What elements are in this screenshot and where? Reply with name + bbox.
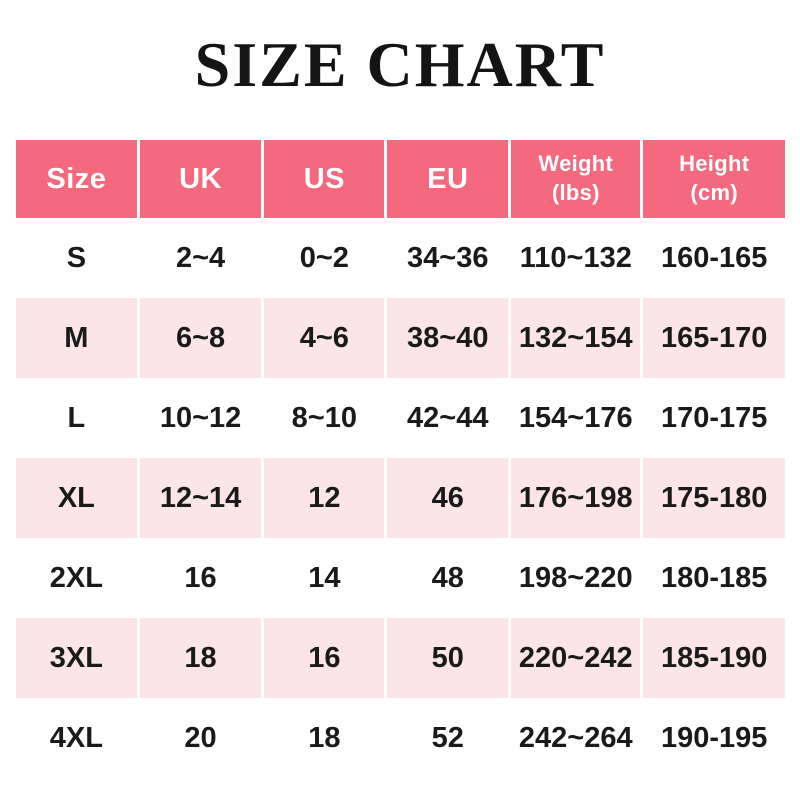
cell-weight: 154~176 (509, 378, 644, 458)
cell-height: 160-165 (641, 218, 785, 298)
header-cell-weight: Weight (lbs) (509, 140, 644, 218)
cell-us: 0~2 (262, 218, 388, 298)
header-unit: (cm) (690, 180, 739, 205)
cell-us: 8~10 (262, 378, 388, 458)
cell-height: 165-170 (641, 298, 785, 378)
cell-size: 3XL (16, 618, 140, 698)
cell-us: 4~6 (262, 298, 388, 378)
cell-height: 175-180 (641, 458, 785, 538)
cell-uk: 18 (138, 618, 265, 698)
cell-weight: 176~198 (509, 458, 644, 538)
table-row-l: L 10~12 8~10 42~44 154~176 170-175 (16, 378, 785, 458)
cell-height: 170-175 (641, 378, 785, 458)
cell-uk: 6~8 (138, 298, 265, 378)
size-table-header: Size UK US EU Weight (lbs) Height (cm) (16, 140, 785, 218)
cell-weight: 242~264 (509, 698, 644, 778)
cell-weight: 110~132 (509, 218, 644, 298)
cell-uk: 20 (138, 698, 265, 778)
cell-uk: 12~14 (138, 458, 265, 538)
table-row-2xl: 2XL 16 14 48 198~220 180-185 (16, 538, 785, 618)
size-table-body: S 2~4 0~2 34~36 110~132 160-165 M 6~8 4~… (16, 218, 785, 778)
header-label: Height (679, 151, 750, 177)
header-cell-us: US (262, 140, 388, 218)
page-title: SIZE CHART (194, 29, 606, 100)
header-label: UK (179, 162, 222, 195)
cell-uk: 16 (138, 538, 265, 618)
cell-uk: 10~12 (138, 378, 265, 458)
table-row-s: S 2~4 0~2 34~36 110~132 160-165 (16, 218, 785, 298)
cell-eu: 48 (385, 538, 512, 618)
cell-weight: 132~154 (509, 298, 644, 378)
table-row-4xl: 4XL 20 18 52 242~264 190-195 (16, 698, 785, 778)
header-cell-size: Size (16, 140, 140, 218)
cell-eu: 42~44 (385, 378, 512, 458)
header-label: Weight (538, 151, 614, 177)
cell-height: 190-195 (641, 698, 785, 778)
cell-eu: 38~40 (385, 298, 512, 378)
cell-weight: 198~220 (509, 538, 644, 618)
cell-us: 12 (262, 458, 388, 538)
size-table: Size UK US EU Weight (lbs) Height (cm) (16, 140, 785, 778)
table-row-m: M 6~8 4~6 38~40 132~154 165-170 (16, 298, 785, 378)
cell-size: L (16, 378, 140, 458)
header-cell-height: Height (cm) (641, 140, 785, 218)
cell-size: 4XL (16, 698, 140, 778)
cell-uk: 2~4 (138, 218, 265, 298)
header-cell-uk: UK (138, 140, 265, 218)
cell-size: XL (16, 458, 140, 538)
header-cell-eu: EU (385, 140, 512, 218)
cell-us: 18 (262, 698, 388, 778)
cell-us: 14 (262, 538, 388, 618)
cell-eu: 50 (385, 618, 512, 698)
size-table-container: Size UK US EU Weight (lbs) Height (cm) (16, 140, 785, 778)
cell-size: M (16, 298, 140, 378)
cell-eu: 52 (385, 698, 512, 778)
header-unit: (lbs) (551, 180, 600, 205)
cell-weight: 220~242 (509, 618, 644, 698)
table-row-3xl: 3XL 18 16 50 220~242 185-190 (16, 618, 785, 698)
cell-us: 16 (262, 618, 388, 698)
header-label: Size (46, 162, 107, 195)
cell-eu: 34~36 (385, 218, 512, 298)
table-row-xl: XL 12~14 12 46 176~198 175-180 (16, 458, 785, 538)
header-row: Size UK US EU Weight (lbs) Height (cm) (16, 140, 785, 218)
cell-eu: 46 (385, 458, 512, 538)
header-label: US (303, 162, 345, 195)
cell-height: 185-190 (641, 618, 785, 698)
cell-size: 2XL (16, 538, 140, 618)
header-label: EU (427, 162, 469, 195)
cell-height: 180-185 (641, 538, 785, 618)
cell-size: S (16, 218, 140, 298)
